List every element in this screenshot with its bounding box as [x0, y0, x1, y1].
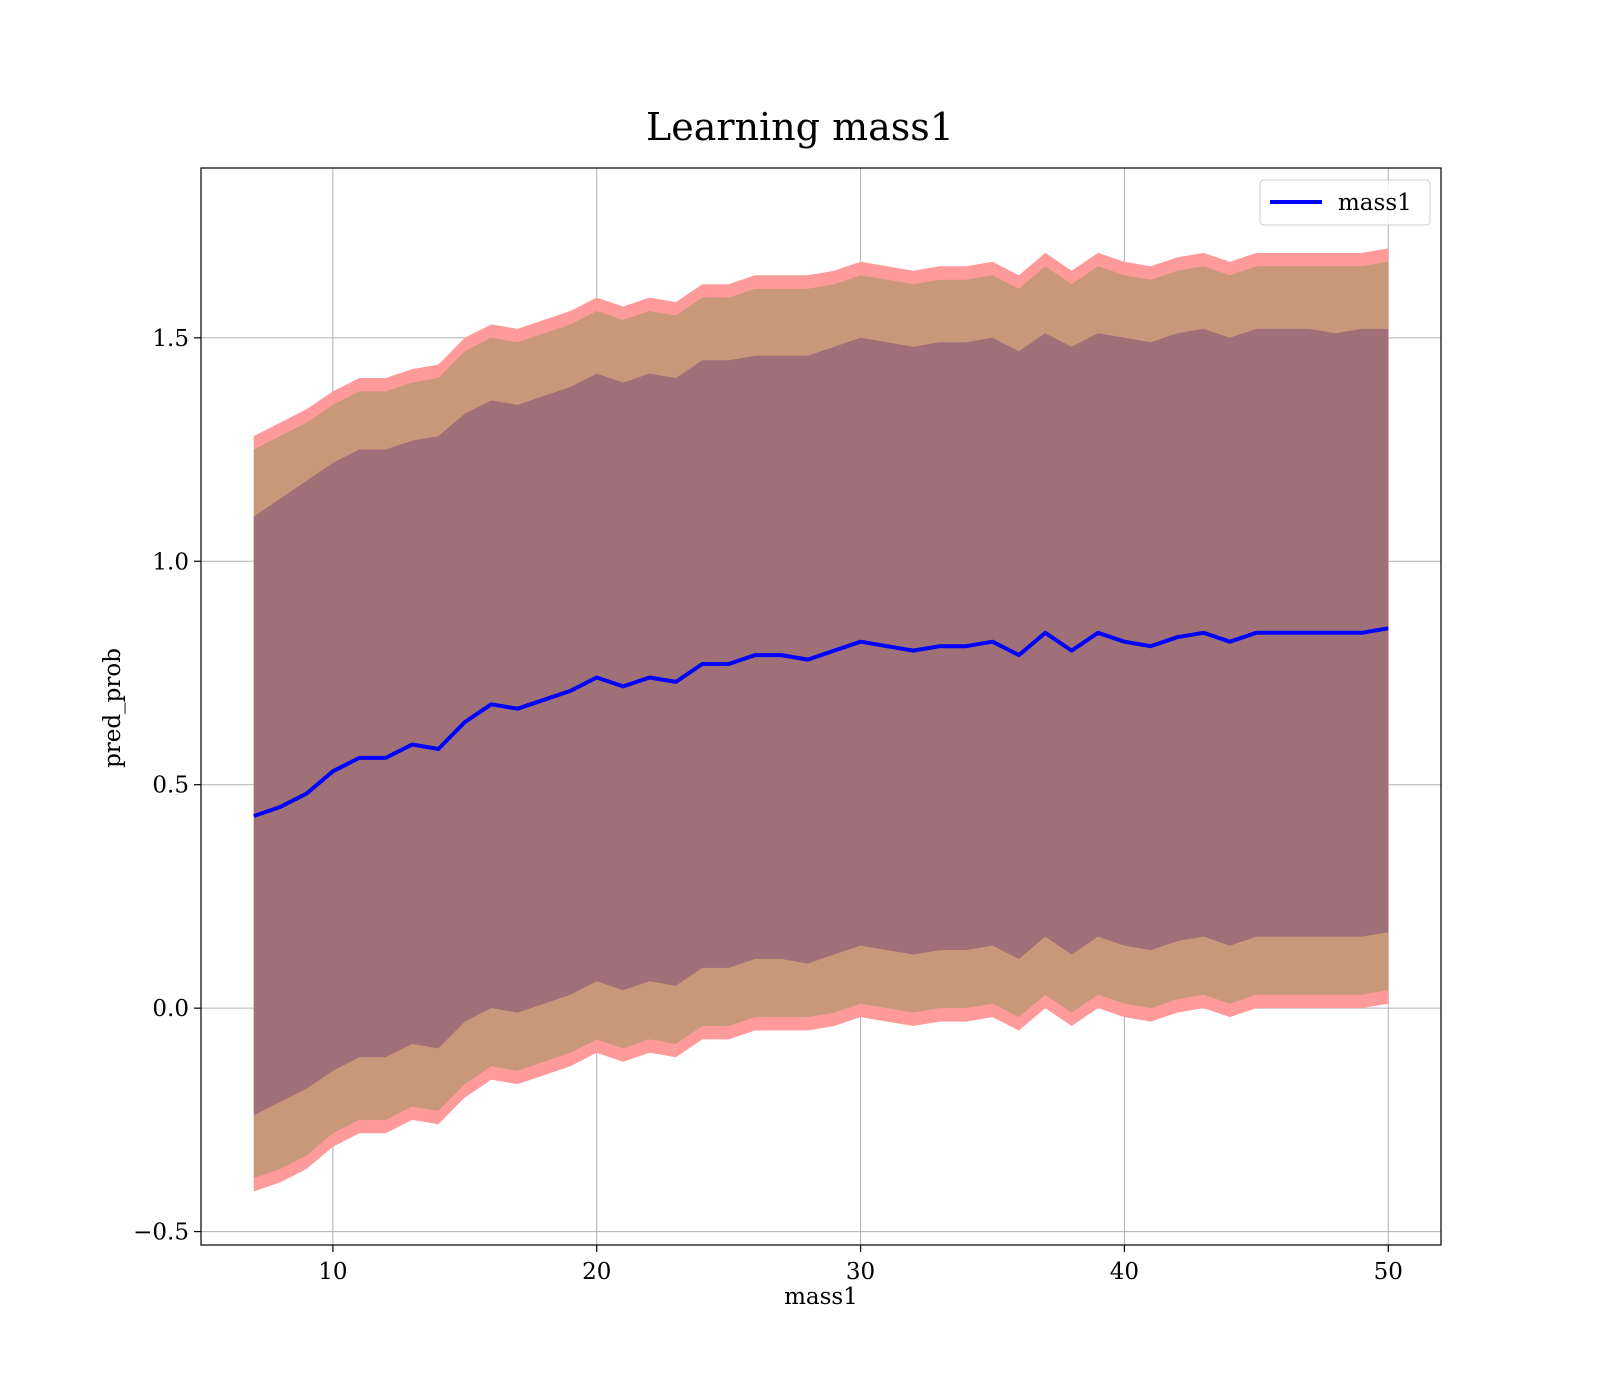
x-axis-ticks: 10 20 30 40 50	[318, 1245, 1403, 1285]
x-tick-label-4: 50	[1374, 1259, 1403, 1285]
y-axis-ticks: −0.5 0.0 0.5 1.0 1.5	[133, 326, 201, 1246]
x-axis-label: mass1	[784, 1284, 858, 1310]
x-tick-label-0: 10	[318, 1259, 347, 1285]
band-2	[253, 328, 1389, 1116]
y-tick-label-2: 0.5	[152, 773, 189, 799]
y-tick-label-4: 1.5	[152, 326, 189, 352]
y-axis-label: pred_prob	[100, 648, 126, 768]
chart-title: Learning mass1	[646, 105, 954, 149]
y-tick-label-1: 0.0	[152, 996, 189, 1022]
plot-area	[200, 167, 1442, 1246]
x-tick-label-3: 40	[1110, 1259, 1139, 1285]
series-line-mass1	[253, 626, 1389, 818]
y-tick-label-3: 1.0	[152, 549, 189, 575]
x-tick-label-2: 30	[846, 1259, 875, 1285]
legend: mass1	[1259, 179, 1431, 226]
x-tick-label-1: 20	[582, 1259, 611, 1285]
axes-frame	[200, 167, 1442, 1246]
legend-entry-mass1: mass1	[1338, 190, 1412, 216]
confidence-bands	[253, 248, 1389, 1192]
legend-box	[1259, 179, 1431, 226]
y-tick-label-0: −0.5	[133, 1220, 189, 1246]
